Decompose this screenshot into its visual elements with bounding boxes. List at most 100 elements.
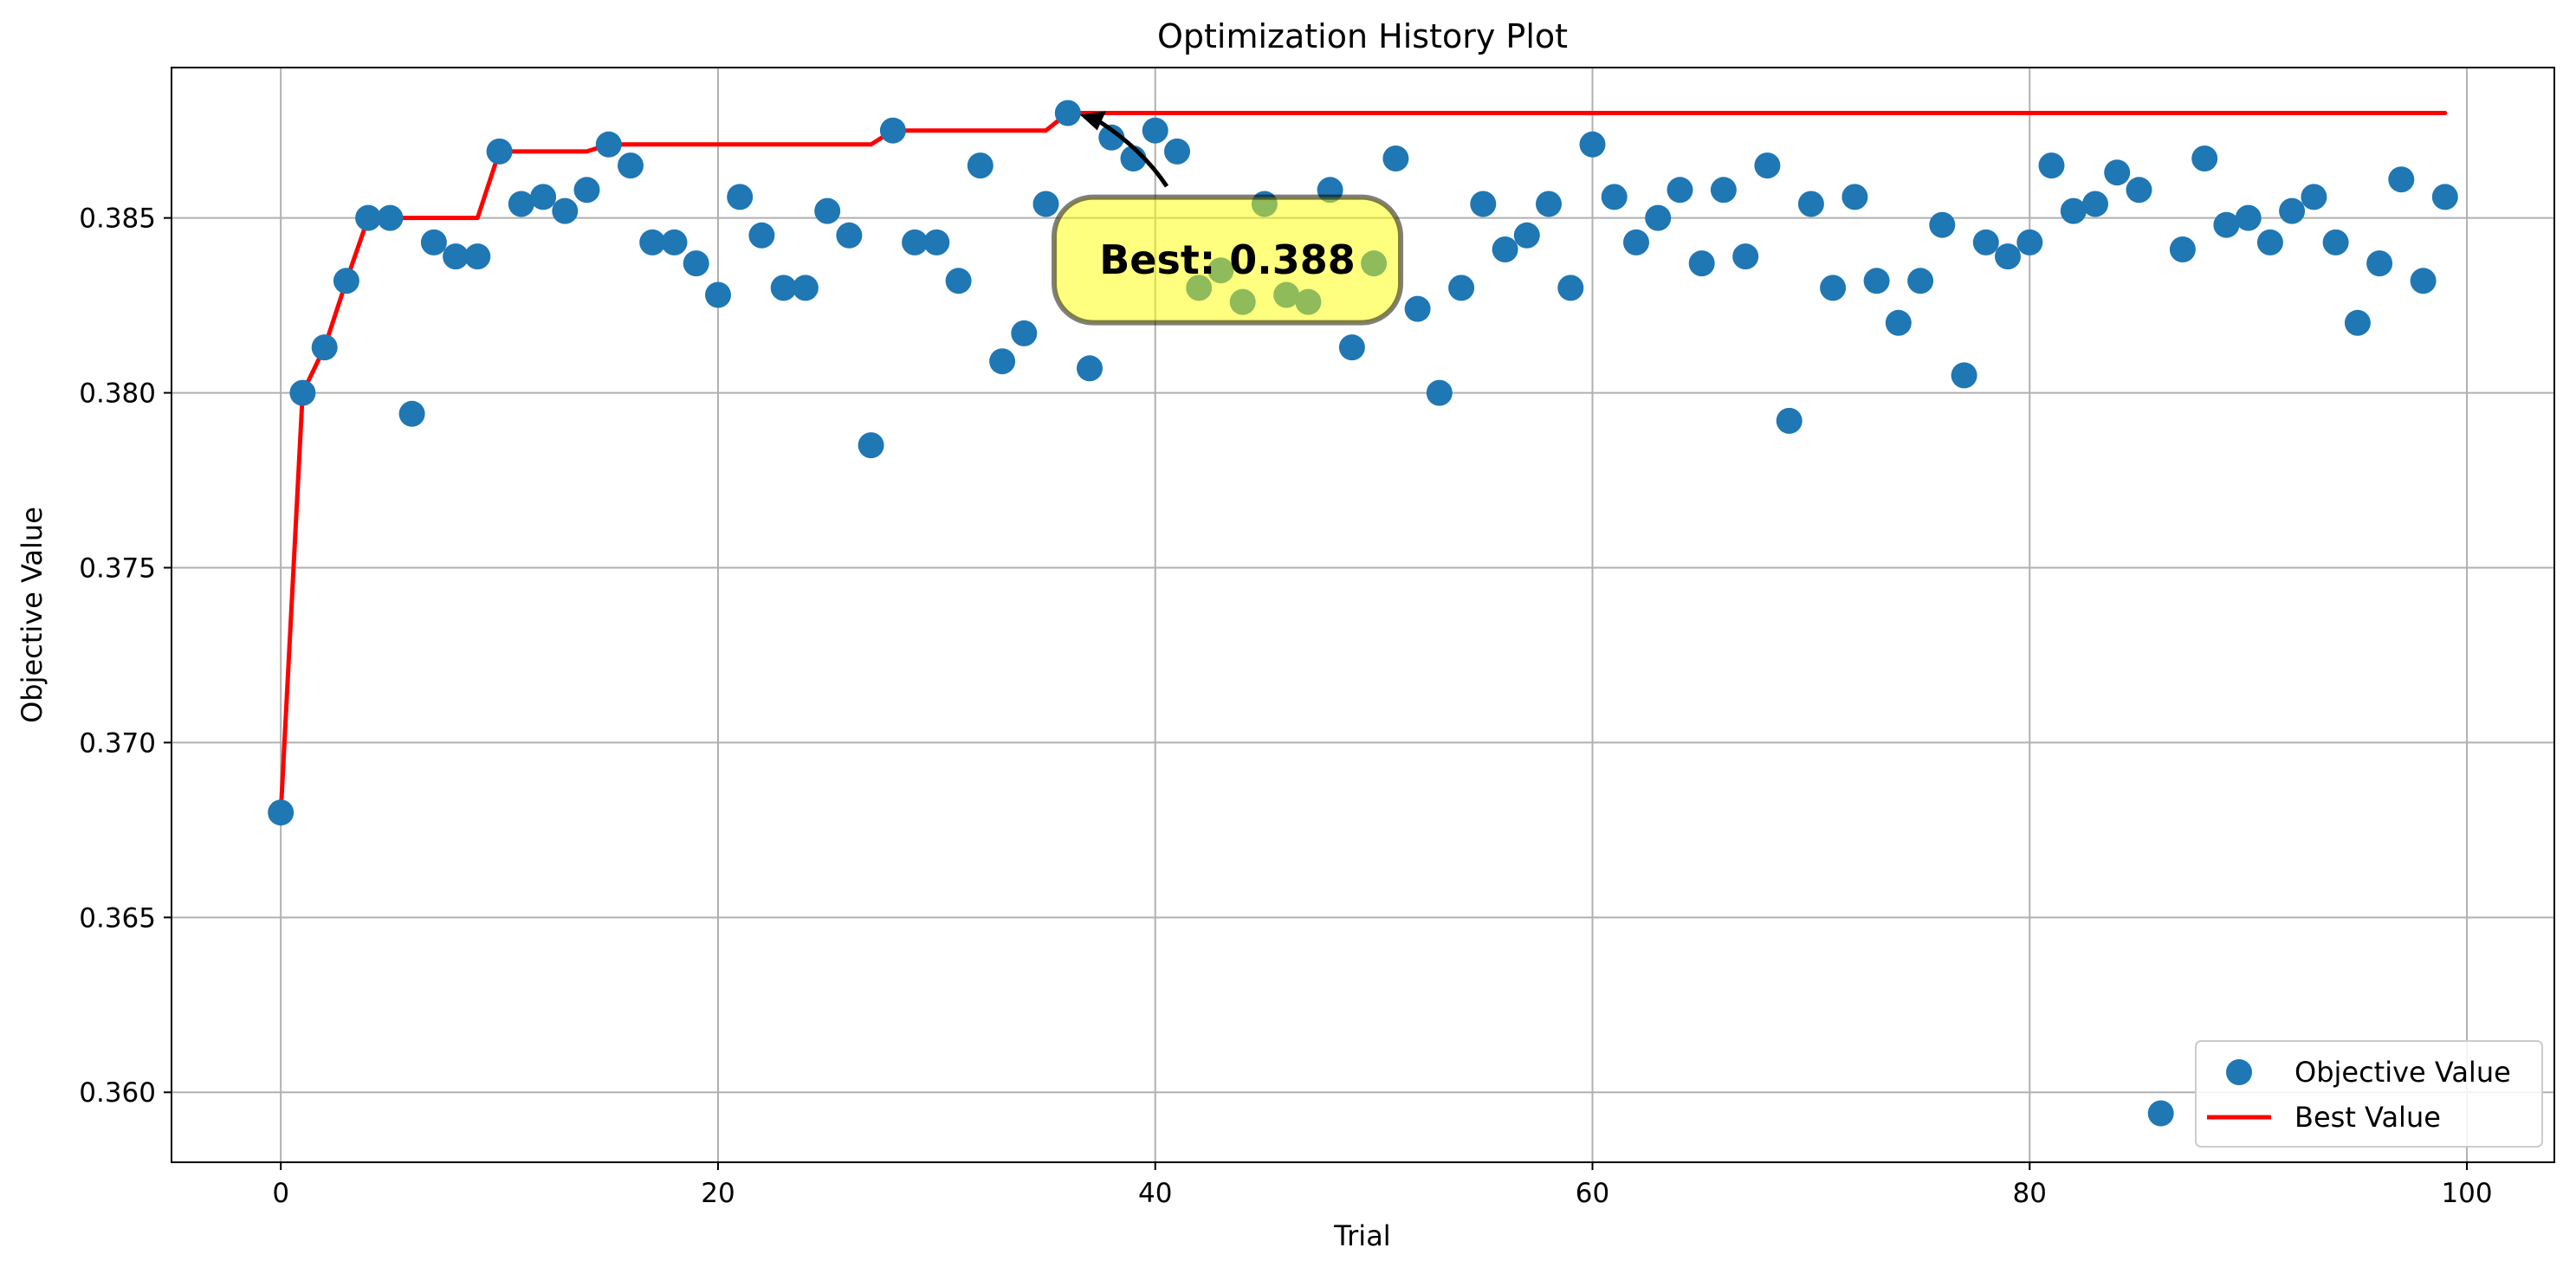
objective-point xyxy=(858,432,884,459)
plot-frame xyxy=(171,67,2555,1163)
y-tick-label: 0.370 xyxy=(79,728,156,759)
chart-title: Optimization History Plot xyxy=(1157,17,1568,55)
objective-point xyxy=(1667,177,1693,204)
objective-point xyxy=(1513,222,1540,249)
objective-point xyxy=(289,379,316,406)
objective-point xyxy=(1732,243,1759,270)
objective-point xyxy=(748,222,775,249)
x-tick-label: 20 xyxy=(701,1178,735,1209)
best-value-line xyxy=(278,111,2448,815)
objective-point xyxy=(2279,197,2306,224)
objective-point xyxy=(879,117,906,144)
objective-point xyxy=(1054,100,1081,126)
objective-point xyxy=(2388,166,2415,193)
objective-point xyxy=(2256,229,2283,255)
objective-point xyxy=(1601,184,1628,210)
objective-point xyxy=(1470,191,1497,217)
objective-point xyxy=(1841,184,1868,210)
objective-point xyxy=(1492,236,1518,262)
objective-point xyxy=(1557,275,1584,301)
objective-point xyxy=(464,243,491,270)
legend: Objective Value Best Value xyxy=(2195,1040,2543,1148)
objective-point xyxy=(2410,268,2437,294)
objective-point xyxy=(836,222,863,249)
objective-point xyxy=(420,229,447,255)
objective-point xyxy=(705,281,731,308)
objective-point xyxy=(2213,211,2240,238)
objective-point xyxy=(2169,236,2196,262)
x-tick-label: 100 xyxy=(2441,1178,2492,1209)
y-axis-label: Objective Value xyxy=(16,507,49,723)
y-tick-label: 0.365 xyxy=(79,902,156,934)
best-value-line-layer xyxy=(278,111,2448,815)
objective-point xyxy=(1382,146,1409,171)
objective-point xyxy=(2016,229,2043,255)
objective-point xyxy=(1338,334,1365,361)
objective-point xyxy=(1797,191,1824,217)
objective-point xyxy=(2191,146,2218,171)
objective-point xyxy=(508,191,534,217)
objective-point xyxy=(902,229,929,255)
objective-point xyxy=(1688,250,1715,277)
objective-point xyxy=(989,348,1016,375)
objective-point xyxy=(1951,362,1977,389)
x-tick-label: 80 xyxy=(2013,1178,2047,1209)
objective-point xyxy=(814,197,841,224)
x-tick-label: 40 xyxy=(1138,1178,1172,1209)
y-tick-label: 0.375 xyxy=(79,553,156,584)
objective-point xyxy=(1426,379,1453,406)
objective-point xyxy=(1972,229,1999,255)
x-axis-ticks: 0 20 40 60 80 100 xyxy=(272,1162,2493,1209)
objective-point xyxy=(1077,355,1103,382)
annotation-text: Best: 0.388 xyxy=(1099,236,1356,283)
objective-point xyxy=(1579,131,1606,158)
objective-point xyxy=(2104,159,2131,186)
objective-point xyxy=(639,229,666,255)
objective-point xyxy=(618,152,644,179)
y-tick-label: 0.385 xyxy=(79,204,156,235)
objective-point xyxy=(1098,124,1125,151)
objective-point xyxy=(595,131,622,158)
objective-point xyxy=(486,138,513,165)
x-axis-label: Trial xyxy=(1333,1219,1390,1252)
x-tick-label: 60 xyxy=(1576,1178,1609,1209)
objective-point xyxy=(661,229,688,255)
objective-point xyxy=(923,229,950,255)
objective-point xyxy=(1645,204,1672,231)
objective-point xyxy=(1820,275,1847,301)
y-tick-label: 0.360 xyxy=(79,1077,156,1109)
objective-point xyxy=(1164,138,1190,165)
objective-point xyxy=(268,799,294,826)
objective-point xyxy=(2147,1100,2174,1127)
objective-point xyxy=(1142,117,1168,144)
objective-point xyxy=(2060,197,2087,224)
objective-point xyxy=(2344,309,2371,336)
objective-point xyxy=(377,204,404,231)
objective-point xyxy=(1536,191,1562,217)
legend-marker-objective-value xyxy=(2226,1059,2252,1085)
objective-point xyxy=(2126,177,2152,204)
objective-point xyxy=(1032,191,1059,217)
objective-point xyxy=(1011,320,1038,346)
objective-point xyxy=(443,243,469,270)
objective-point xyxy=(2366,250,2393,277)
objective-point xyxy=(1623,229,1649,255)
objective-point xyxy=(355,204,382,231)
objective-point xyxy=(398,400,425,427)
objective-point xyxy=(1929,211,1956,238)
objective-point xyxy=(1710,177,1737,204)
objective-point xyxy=(2301,184,2327,210)
legend-label-objective-value: Objective Value xyxy=(2294,1056,2511,1089)
objective-point xyxy=(2431,184,2458,210)
objective-point xyxy=(683,250,709,277)
objective-point xyxy=(1907,268,1934,294)
objective-point xyxy=(573,177,600,204)
annotation-arrow-head xyxy=(1079,111,1106,131)
annotation-box xyxy=(1052,194,1404,326)
objective-point xyxy=(2082,191,2108,217)
best-annotation: Best: 0.388 xyxy=(1052,111,1404,326)
y-axis-ticks: 0.360 0.365 0.370 0.375 0.380 0.385 xyxy=(79,204,172,1109)
objective-point xyxy=(770,275,797,301)
objective-point xyxy=(945,268,972,294)
